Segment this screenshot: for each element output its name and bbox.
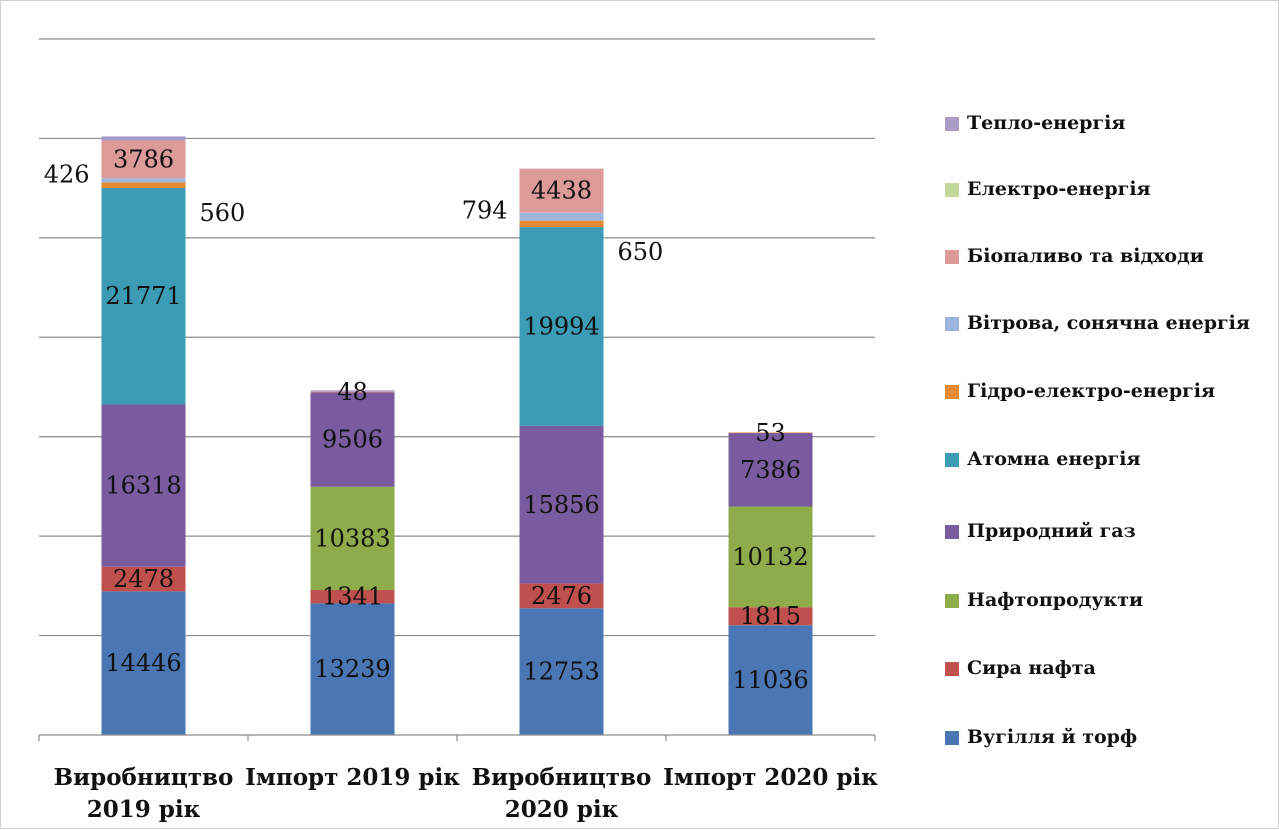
category-label-line: Імпорт 2020 рік — [663, 764, 878, 791]
data-label: 2478 — [113, 565, 174, 593]
legend-item: Сира нафта — [945, 654, 1257, 682]
data-label: 14446 — [105, 649, 181, 677]
data-label: 9506 — [322, 426, 383, 454]
legend-label: Нафтопродукти — [967, 586, 1257, 614]
bar-segment — [102, 136, 186, 140]
legend: Тепло-енергія Електро-енергія Біопаливо та… — [945, 99, 1265, 759]
x-axis: Виробництво 2019 рік Імпорт 2019 рік Виробн… — [39, 735, 878, 823]
legend-label: Тепло-енергія — [967, 109, 1257, 137]
data-label: 2476 — [531, 582, 592, 610]
legend-swatch — [945, 594, 959, 608]
legend-label: Вугілля й торф — [967, 723, 1257, 751]
data-label: 16318 — [105, 472, 181, 500]
category-label: Виробництво 2019 рік — [54, 764, 234, 823]
data-label-callout: 426 — [44, 160, 90, 188]
legend-label: Електро-енергія — [967, 175, 1257, 203]
legend-item: Біопаливо та відходи — [945, 242, 1257, 270]
data-label: 11036 — [732, 666, 808, 694]
data-label: 3786 — [113, 145, 174, 173]
data-label: 1341 — [322, 583, 383, 611]
data-label: 48 — [337, 378, 368, 406]
data-label-callout: 794 — [462, 197, 508, 225]
data-label: 4438 — [531, 177, 592, 205]
legend-item: Природний газ — [945, 517, 1257, 545]
legend-item: Атомна енергія — [945, 445, 1257, 473]
data-label-callout: 650 — [618, 238, 664, 266]
category-label-line: Виробництво — [54, 764, 234, 791]
legend-label: Сира нафта — [967, 654, 1257, 682]
data-label: 10383 — [314, 524, 390, 552]
legend-item: Вітрова, сонячна енергія — [945, 309, 1257, 337]
legend-item: Електро-енергія — [945, 175, 1257, 203]
legend-swatch — [945, 117, 959, 131]
data-label: 15856 — [523, 491, 599, 519]
legend-swatch — [945, 662, 959, 676]
category-label: Імпорт 2019 рік — [245, 764, 460, 791]
category-label-line: 2019 рік — [87, 796, 201, 823]
data-label: 13239 — [314, 655, 390, 683]
legend-label: Біопаливо та відходи — [967, 242, 1257, 270]
data-label: 19994 — [523, 313, 599, 341]
data-label: 1815 — [740, 602, 801, 630]
legend-item: Вугілля й торф — [945, 723, 1257, 751]
legend-label: Природний газ — [967, 517, 1257, 545]
stacked-bar-chart: 14446 2478 16318 21771 3786 13239 1341 10383 950… — [1, 1, 941, 830]
data-label: 7386 — [740, 456, 801, 484]
data-label: 53 — [755, 419, 786, 447]
legend-label: Вітрова, сонячна енергія — [967, 309, 1257, 337]
legend-swatch — [945, 183, 959, 197]
legend-item: Гідро-електро-енергія — [945, 377, 1257, 405]
legend-swatch — [945, 453, 959, 467]
data-label: 12753 — [523, 658, 599, 686]
bar-segment — [520, 221, 604, 227]
category-label: Виробництво 2020 рік — [472, 764, 652, 823]
data-label-callout: 560 — [200, 199, 246, 227]
data-label: 21771 — [105, 282, 181, 310]
legend-swatch — [945, 317, 959, 331]
legend-label: Гідро-електро-енергія — [967, 377, 1257, 405]
legend-swatch — [945, 525, 959, 539]
category-label-line: Імпорт 2019 рік — [245, 764, 460, 791]
category-label: Імпорт 2020 рік — [663, 764, 878, 791]
legend-item: Нафтопродукти — [945, 586, 1257, 614]
bar-segment — [102, 182, 186, 188]
data-label: 10132 — [732, 543, 808, 571]
bar-segment — [520, 213, 604, 221]
legend-swatch — [945, 731, 959, 745]
category-label-line: 2020 рік — [505, 796, 619, 823]
legend-swatch — [945, 385, 959, 399]
legend-label: Атомна енергія — [967, 445, 1257, 473]
bar-segment — [102, 178, 186, 182]
legend-swatch — [945, 250, 959, 264]
category-label-line: Виробництво — [472, 764, 652, 791]
legend-item: Тепло-енергія — [945, 109, 1257, 137]
